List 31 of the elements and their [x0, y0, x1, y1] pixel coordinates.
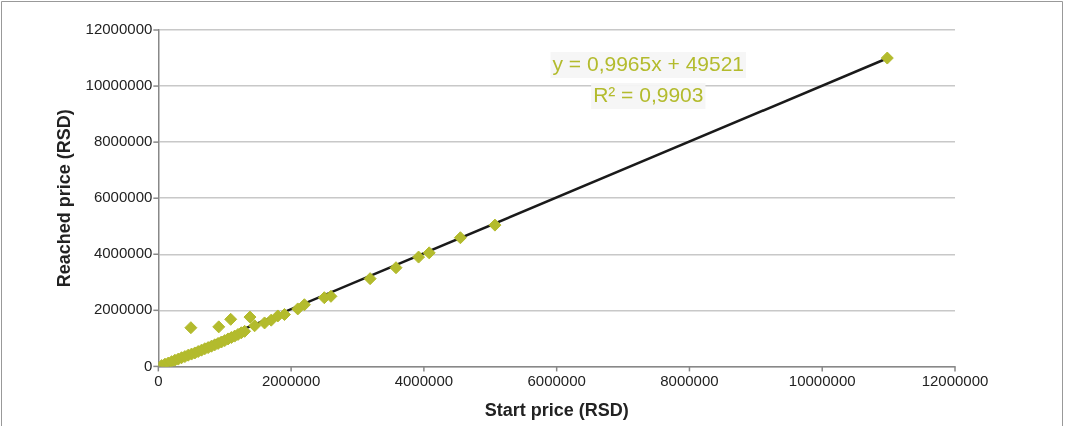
- point: [453, 231, 467, 245]
- y-tick-label: 10000000: [85, 76, 153, 94]
- point: [422, 246, 436, 260]
- point: [363, 272, 377, 286]
- point: [324, 289, 338, 303]
- point: [243, 310, 257, 324]
- point: [412, 250, 426, 264]
- y-tick-label: 12000000: [85, 20, 153, 38]
- y-tick-label: 8000000: [93, 132, 153, 150]
- point: [488, 218, 502, 232]
- x-tick-label: 8000000: [660, 371, 719, 389]
- point: [212, 320, 226, 334]
- x-tick-label: 4000000: [394, 371, 454, 389]
- y-axis-title: Reached price (RSD): [53, 109, 74, 288]
- x-tick-label: 12000000: [921, 371, 989, 389]
- x-tick-label: 2000000: [261, 371, 321, 389]
- annotation: y = 0,9965x + 49521: [552, 51, 745, 75]
- point: [184, 321, 198, 335]
- point: [224, 312, 238, 326]
- x-tick-label: 6000000: [527, 371, 586, 389]
- y-tick-label: 2000000: [93, 300, 153, 318]
- y-tick-label: 6000000: [93, 188, 153, 206]
- point: [389, 261, 403, 275]
- annotation: R² = 0,9903: [593, 82, 704, 106]
- y-tick-label: 0: [143, 356, 153, 374]
- point: [248, 319, 262, 333]
- x-tick-label: 10000000: [788, 371, 856, 389]
- x-axis-title: Start price (RSD): [484, 400, 629, 421]
- point: [297, 298, 311, 312]
- point: [880, 51, 894, 65]
- y-tick-label: 4000000: [93, 244, 153, 262]
